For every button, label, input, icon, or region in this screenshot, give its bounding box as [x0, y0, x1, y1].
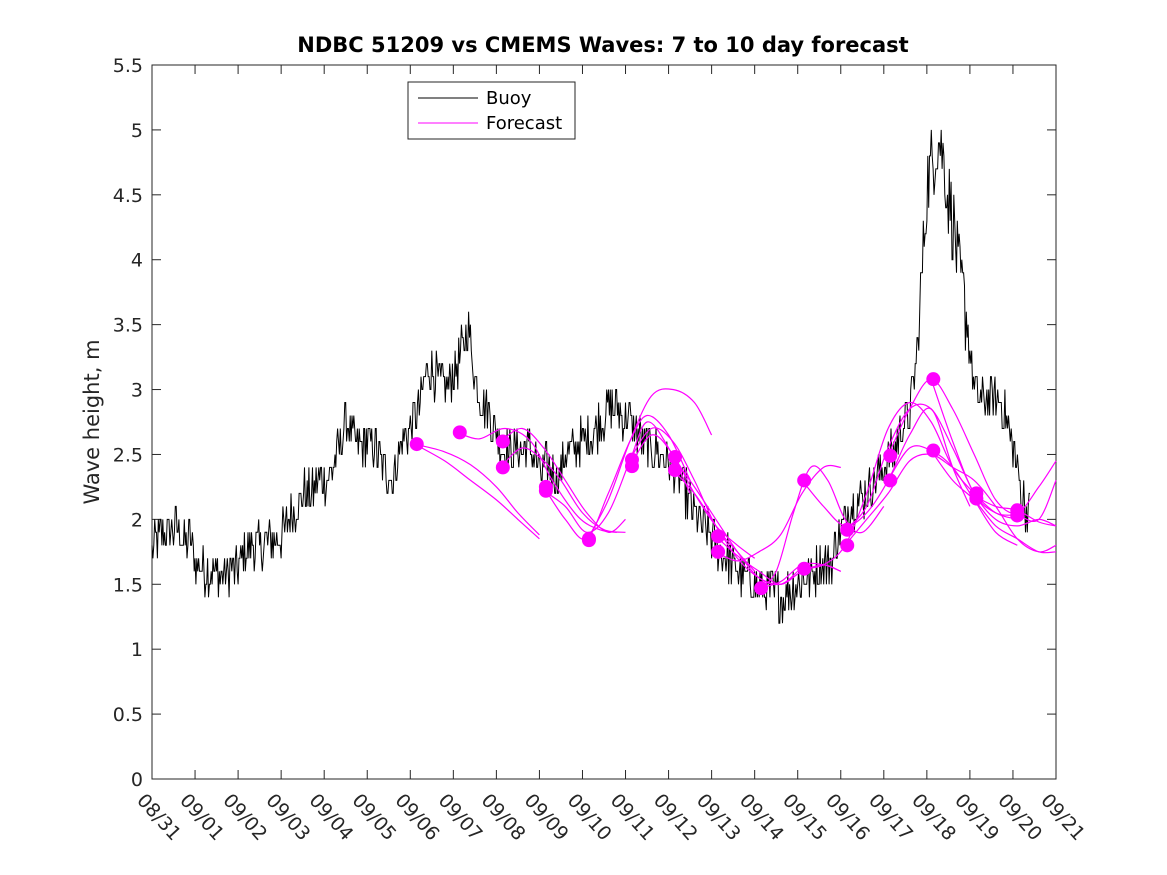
forecast-marker — [883, 473, 898, 488]
y-tick-label: 5.5 — [113, 55, 143, 77]
forecast-marker — [797, 561, 812, 576]
forecast-marker — [883, 448, 898, 463]
forecast-line-run-09/06b — [414, 443, 540, 540]
y-tick-label: 0 — [131, 769, 143, 791]
chart-title: NDBC 51209 vs CMEMS Waves: 7 to 10 day f… — [297, 33, 908, 57]
forecast-marker — [624, 459, 639, 474]
y-axis-label: Wave height, m — [80, 339, 104, 504]
forecast-marker — [969, 491, 984, 506]
y-tick-label: 1.5 — [113, 574, 143, 596]
plot-frame — [151, 64, 1057, 780]
forecast-marker — [668, 450, 683, 465]
y-tick-label: 3.5 — [113, 315, 143, 337]
forecast-marker — [1010, 508, 1025, 523]
y-tick-label: 2 — [131, 509, 143, 531]
forecast-line-run-09/13b — [715, 464, 841, 562]
forecast-marker — [495, 460, 510, 475]
legend-box — [407, 81, 576, 140]
legend: Buoy Forecast — [407, 81, 576, 140]
forecast-line-run-09/18 — [930, 379, 1057, 522]
legend-forecast-label: Forecast — [486, 113, 562, 134]
y-tick-label: 5 — [131, 120, 143, 142]
forecast-line-run-09/08b — [500, 447, 626, 533]
forecast-line-run-09/14b — [758, 465, 885, 589]
y-tick-label: 3 — [131, 380, 143, 402]
y-tick-label: 2.5 — [113, 444, 143, 466]
forecast-line-run-09/09b — [543, 414, 691, 541]
forecast-marker — [495, 434, 510, 449]
forecast-marker — [452, 425, 467, 440]
forecast-marker — [711, 529, 726, 544]
forecast-line-run-09/17 — [887, 378, 1057, 514]
y-tick-label: 1 — [131, 639, 143, 661]
y-tick-label: 4.5 — [113, 185, 143, 207]
legend-buoy-label: Buoy — [486, 88, 532, 109]
forecast-line-run-09/17b — [887, 445, 1018, 546]
forecast-marker — [581, 531, 596, 546]
forecast-marker — [409, 437, 424, 452]
forecast-marker — [840, 522, 855, 537]
forecast-marker — [754, 581, 769, 596]
forecast-marker — [711, 544, 726, 559]
forecast-line-run-09/18b — [930, 450, 1057, 554]
forecast-marker — [926, 372, 941, 387]
y-tick-label: 4 — [131, 250, 143, 272]
forecast-marker — [668, 463, 683, 478]
forecast-marker — [840, 538, 855, 553]
forecast-line-run-09/06 — [414, 443, 540, 536]
forecast-line-run-09/09 — [543, 421, 691, 533]
forecast-line-run-09/16 — [844, 403, 1057, 531]
forecast-line-run-09/10 — [586, 388, 713, 541]
forecast-marker — [926, 443, 941, 458]
forecast-marker — [538, 479, 553, 494]
forecast-marker — [797, 473, 812, 488]
y-tick-label: 0.5 — [113, 704, 143, 726]
forecast-line-run-09/08 — [500, 427, 626, 533]
